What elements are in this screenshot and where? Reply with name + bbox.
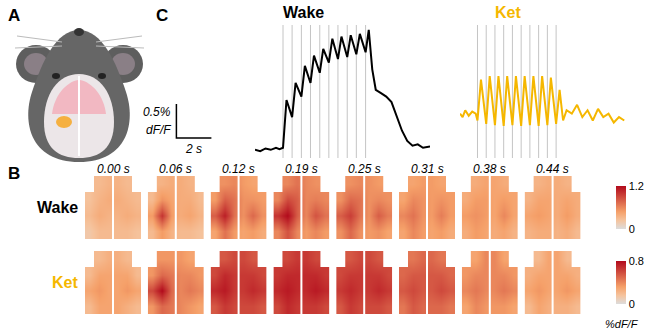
svg-text:1.2: 1.2 (629, 180, 644, 192)
svg-text:0.38 s: 0.38 s (473, 162, 506, 176)
svg-text:A: A (8, 6, 20, 25)
svg-text:Ket: Ket (52, 274, 78, 291)
svg-text:Wake: Wake (283, 4, 324, 21)
svg-text:0.19 s: 0.19 s (285, 162, 318, 176)
svg-text:0: 0 (629, 223, 635, 235)
svg-text:0.00 s: 0.00 s (97, 162, 130, 176)
svg-text:0: 0 (629, 298, 635, 310)
svg-text:0.44 s: 0.44 s (536, 162, 569, 176)
svg-text:0.8: 0.8 (629, 255, 644, 267)
svg-text:dF/F: dF/F (146, 123, 171, 137)
svg-text:0.25 s: 0.25 s (348, 162, 381, 176)
svg-text:Wake: Wake (37, 199, 78, 216)
svg-text:Ket: Ket (495, 4, 521, 21)
svg-text:2 s: 2 s (185, 142, 202, 156)
svg-text:0.12 s: 0.12 s (222, 162, 255, 176)
svg-text:0.06 s: 0.06 s (159, 162, 192, 176)
svg-text:0.5%: 0.5% (143, 105, 171, 119)
svg-text:0.31 s: 0.31 s (411, 162, 444, 176)
svg-text:B: B (8, 164, 20, 183)
svg-text:C: C (156, 6, 168, 25)
svg-text:%dF/F: %dF/F (605, 318, 639, 330)
